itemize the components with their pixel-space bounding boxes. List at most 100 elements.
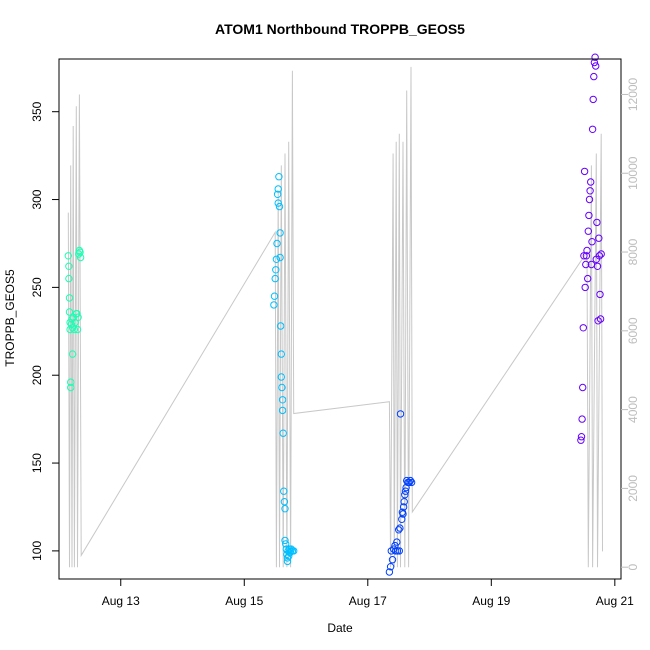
data-point bbox=[393, 538, 401, 546]
y-axis-label: TROPPB_GEOS5 bbox=[3, 269, 17, 367]
series-2 bbox=[270, 173, 298, 566]
y-tick-label: 150 bbox=[30, 453, 44, 473]
data-point bbox=[399, 510, 407, 518]
data-point bbox=[583, 246, 591, 255]
data-point bbox=[586, 187, 594, 195]
data-point bbox=[596, 315, 605, 323]
data-point bbox=[272, 255, 281, 263]
data-point bbox=[579, 324, 587, 332]
data-point bbox=[579, 383, 587, 392]
data-point bbox=[578, 415, 586, 423]
data-point bbox=[388, 556, 397, 564]
data-point bbox=[395, 547, 403, 555]
data-point bbox=[280, 487, 288, 495]
data-point bbox=[279, 429, 287, 437]
y-tick-label: 200 bbox=[30, 365, 44, 385]
data-point bbox=[406, 476, 415, 485]
series-4 bbox=[577, 53, 605, 444]
data-point bbox=[386, 563, 395, 571]
y-axis: 100 150 200 250 300 350 bbox=[30, 101, 59, 561]
data-point bbox=[270, 301, 278, 309]
data-point bbox=[577, 433, 586, 441]
y-tick-label: 300 bbox=[30, 189, 44, 209]
data-point bbox=[584, 274, 592, 283]
data-point bbox=[585, 195, 594, 204]
data-point bbox=[65, 274, 73, 283]
data-point bbox=[401, 491, 409, 499]
data-point bbox=[407, 478, 416, 487]
data-point bbox=[588, 238, 596, 246]
data-point bbox=[595, 234, 603, 242]
y2-tick-label: 12000 bbox=[626, 77, 640, 111]
data-point bbox=[274, 185, 282, 193]
data-point bbox=[393, 547, 402, 555]
x-tick-label: Aug 13 bbox=[102, 594, 140, 608]
data-point bbox=[399, 503, 408, 511]
data-point bbox=[273, 239, 281, 248]
x-tick-label: Aug 17 bbox=[349, 594, 387, 608]
data-point bbox=[67, 383, 75, 392]
data-point bbox=[74, 313, 82, 321]
y2-tick-label: 2000 bbox=[626, 475, 640, 502]
y2-tick-label: 4000 bbox=[626, 396, 640, 423]
data-point bbox=[277, 350, 285, 358]
plot-frame bbox=[58, 58, 622, 580]
data-point bbox=[290, 547, 298, 555]
data-point bbox=[597, 250, 605, 258]
data-point bbox=[65, 262, 73, 270]
data-point bbox=[580, 167, 589, 176]
series-3 bbox=[385, 410, 416, 576]
y2-tick-label: 0 bbox=[626, 564, 640, 571]
data-point bbox=[280, 498, 289, 506]
data-point bbox=[580, 252, 588, 260]
data-point bbox=[278, 396, 287, 404]
data-point bbox=[589, 95, 597, 104]
data-point bbox=[285, 552, 293, 560]
data-point bbox=[405, 478, 413, 487]
data-point bbox=[592, 62, 600, 70]
data-point bbox=[582, 252, 591, 260]
data-point bbox=[585, 211, 593, 220]
altitude-line bbox=[67, 66, 603, 568]
x-tick-label: Aug 19 bbox=[472, 594, 510, 608]
data-point bbox=[281, 505, 289, 513]
y2-tick-label: 8000 bbox=[626, 238, 640, 265]
x-axis: Aug 13 Aug 15 Aug 17 Aug 19 Aug 21 bbox=[102, 579, 634, 608]
data-point bbox=[277, 373, 285, 381]
data-point bbox=[76, 253, 85, 262]
data-point bbox=[278, 406, 287, 415]
y-tick-label: 250 bbox=[30, 277, 44, 297]
data-point bbox=[73, 310, 81, 318]
data-point bbox=[276, 229, 284, 237]
data-point bbox=[281, 536, 289, 545]
data-point bbox=[590, 72, 598, 81]
data-point bbox=[277, 322, 285, 330]
data-point bbox=[64, 252, 73, 260]
data-point bbox=[582, 260, 590, 269]
data-point bbox=[395, 526, 403, 534]
y-tick-label: 350 bbox=[30, 101, 44, 121]
data-point bbox=[271, 274, 279, 283]
data-point bbox=[584, 227, 592, 235]
data-point bbox=[588, 125, 597, 134]
data-point bbox=[274, 199, 282, 207]
data-point bbox=[396, 410, 405, 418]
y2-tick-label: 6000 bbox=[626, 317, 640, 344]
data-point bbox=[283, 557, 292, 566]
series-1 bbox=[64, 246, 85, 392]
y2-axis: 0 2000 4000 6000 8000 10000 12000 bbox=[621, 77, 640, 571]
data-point bbox=[581, 283, 589, 292]
data-point bbox=[75, 250, 83, 258]
data-point bbox=[275, 173, 283, 181]
data-point bbox=[275, 202, 284, 211]
data-point bbox=[591, 53, 599, 61]
data-point bbox=[593, 218, 601, 227]
data-point bbox=[385, 568, 394, 576]
data-point bbox=[273, 190, 282, 199]
altitude-trace bbox=[67, 66, 603, 568]
data-point bbox=[595, 252, 604, 260]
data-point bbox=[68, 350, 77, 358]
chart-title: ATOM1 Northbound TROPPB_GEOS5 bbox=[215, 21, 465, 37]
data-point bbox=[282, 540, 290, 548]
